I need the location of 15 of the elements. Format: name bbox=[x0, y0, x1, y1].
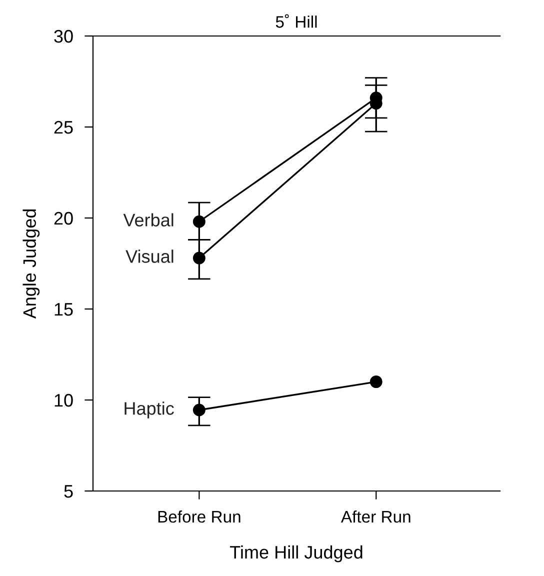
x-axis-title: Time Hill Judged bbox=[230, 545, 362, 562]
chart-title: 5˚ Hill bbox=[276, 14, 317, 28]
y-axis-title: Angle Judged bbox=[22, 209, 40, 319]
series-label: Haptic bbox=[124, 402, 174, 418]
point bbox=[370, 376, 382, 388]
x-tick-label: After Run bbox=[340, 510, 410, 523]
y-tick-label: 5 bbox=[64, 485, 73, 498]
y-tick-label: 10 bbox=[54, 394, 73, 407]
y-tick-label: 20 bbox=[54, 212, 73, 225]
series-label: Verbal bbox=[123, 213, 174, 226]
y-tick-label: 15 bbox=[54, 303, 73, 316]
y-tick-label: 30 bbox=[54, 30, 73, 43]
series-label: Visual bbox=[126, 250, 174, 263]
y-tick-label: 25 bbox=[54, 120, 73, 134]
x-tick-label: Before Run bbox=[158, 510, 240, 523]
